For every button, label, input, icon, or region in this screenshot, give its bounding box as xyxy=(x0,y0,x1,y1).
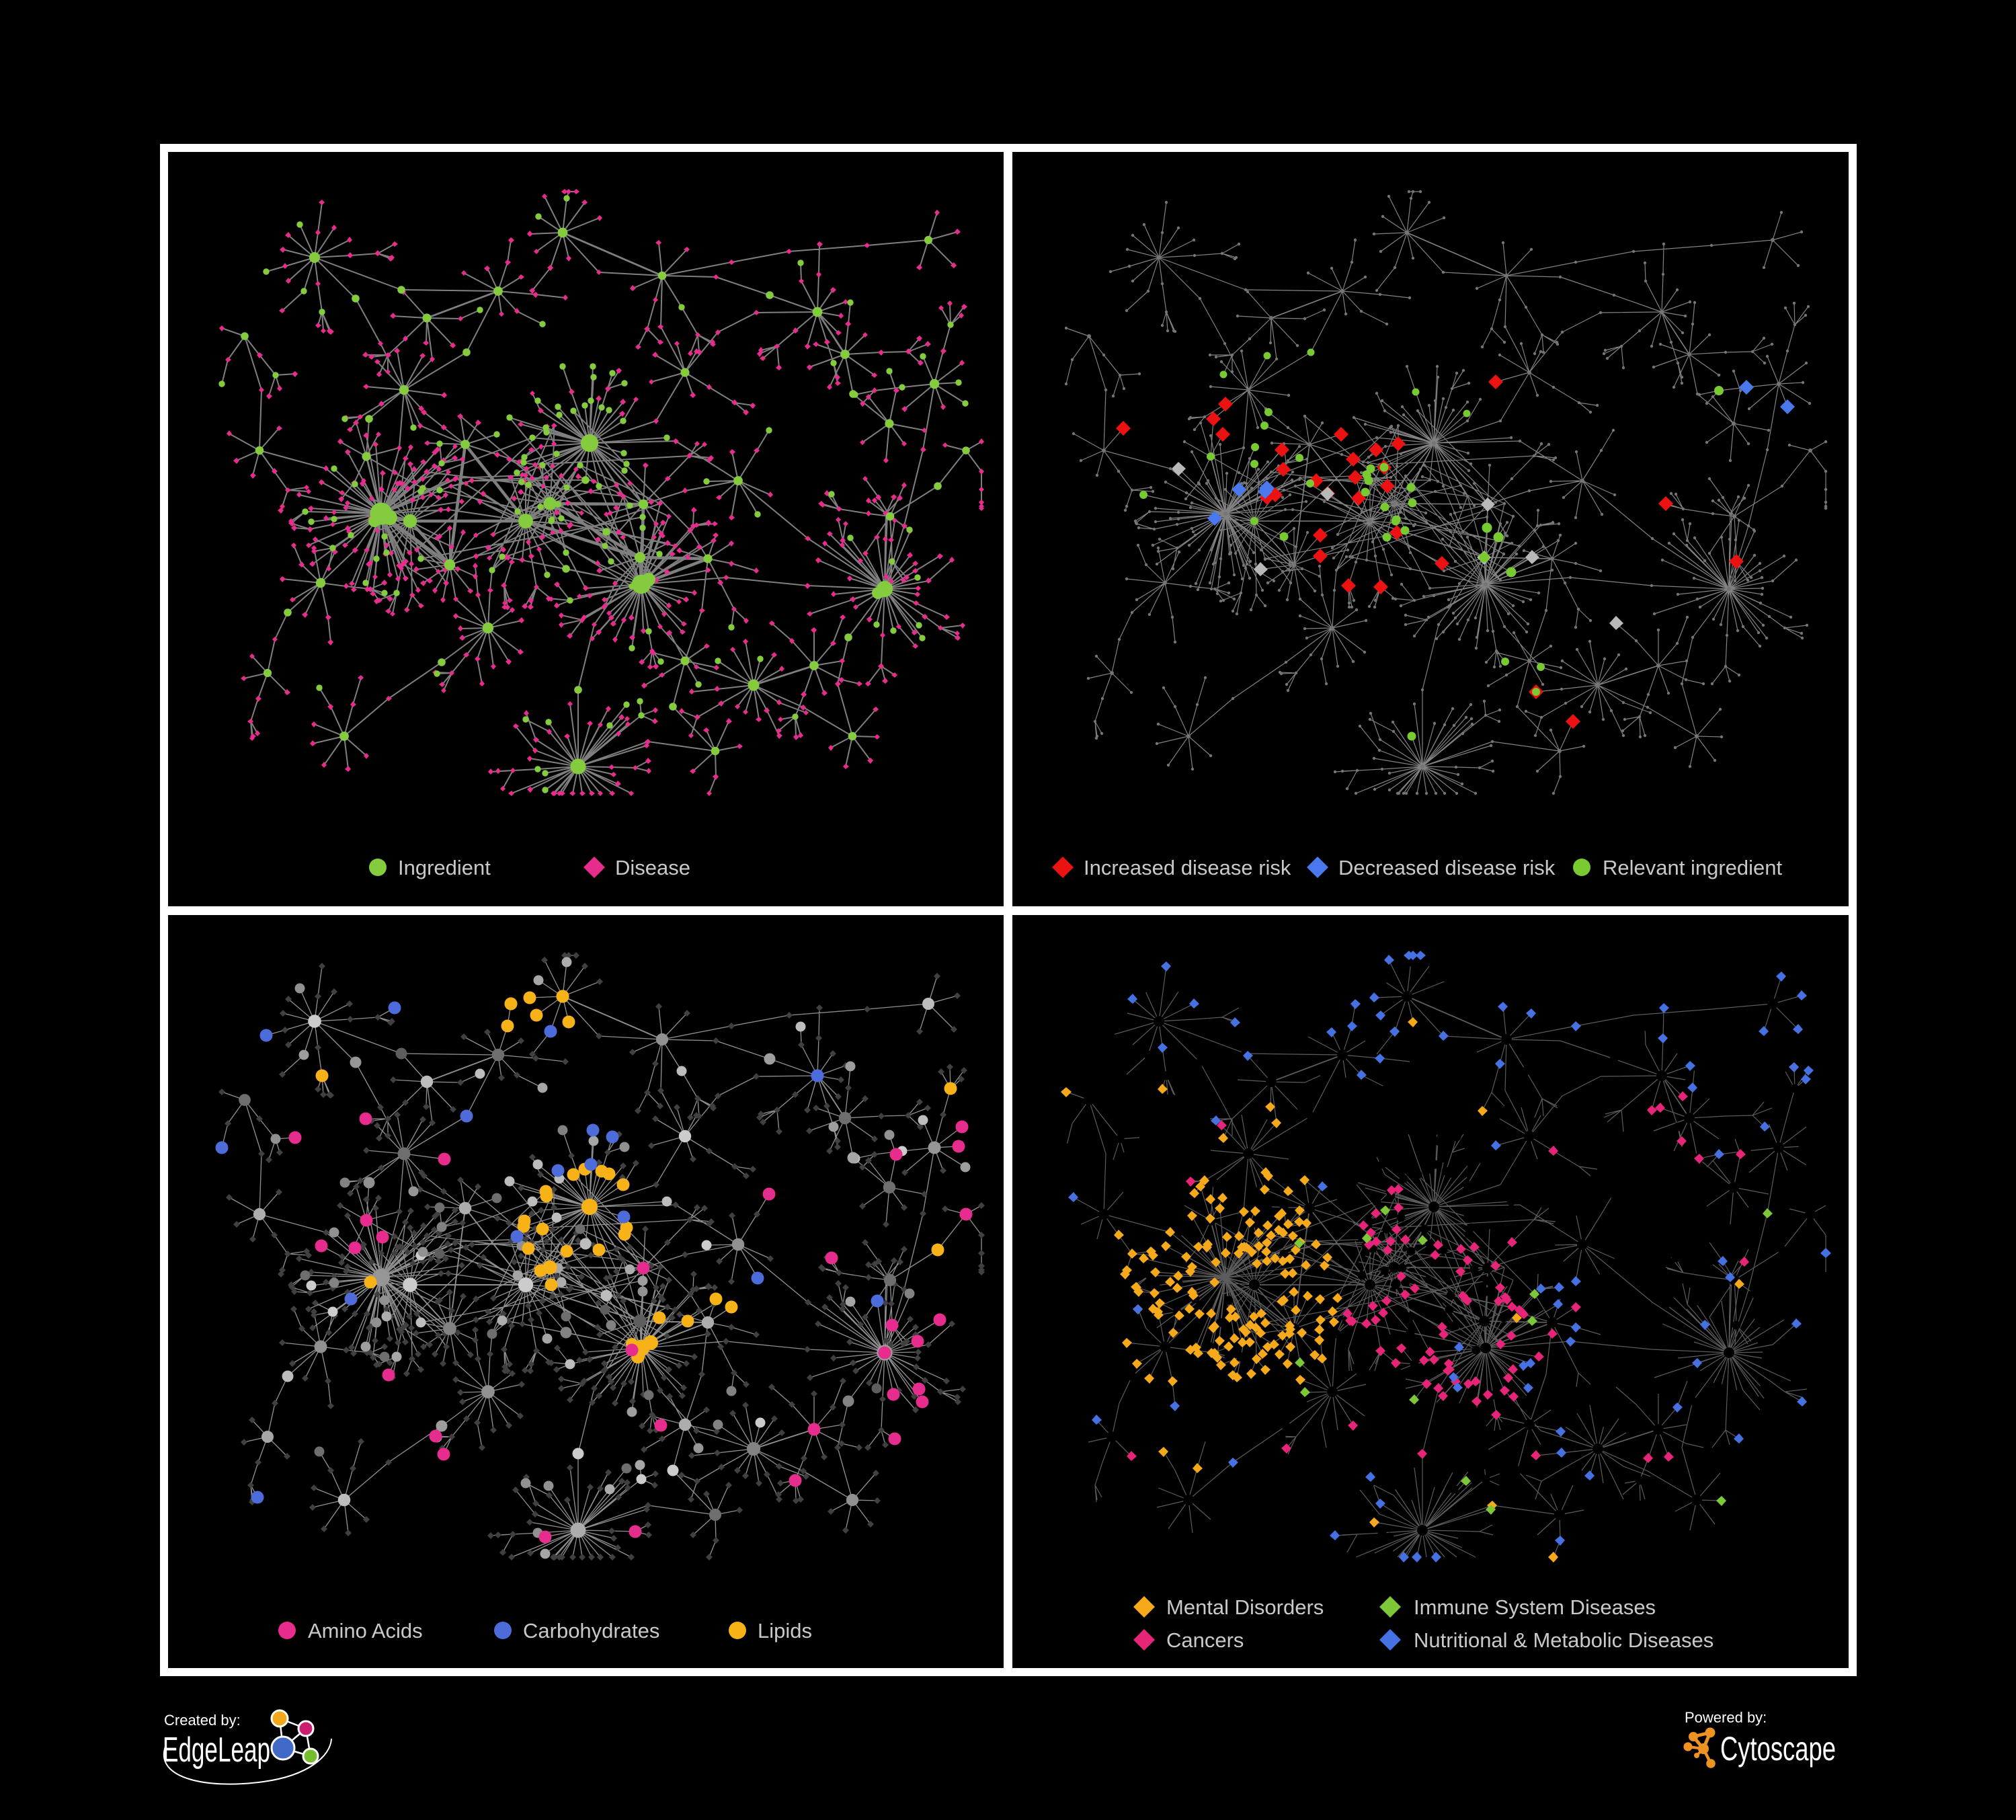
svg-text:Disease: Disease xyxy=(615,856,690,879)
svg-text:Created by:: Created by: xyxy=(164,1712,241,1729)
svg-text:Decreased disease risk: Decreased disease risk xyxy=(1338,856,1556,879)
svg-text:Nutritional & Metabolic Diseas: Nutritional & Metabolic Diseases xyxy=(1414,1628,1713,1652)
svg-text:Mental Disorders: Mental Disorders xyxy=(1166,1595,1324,1619)
svg-text:Amino Acids: Amino Acids xyxy=(308,1619,423,1643)
svg-text:Immune System Diseases: Immune System Diseases xyxy=(1414,1595,1656,1619)
svg-text:EdgeLeap: EdgeLeap xyxy=(163,1731,270,1770)
svg-text:Ingredient: Ingredient xyxy=(398,856,491,879)
svg-text:Powered by:: Powered by: xyxy=(1685,1709,1767,1726)
svg-text:Cancers: Cancers xyxy=(1166,1628,1244,1652)
svg-text:Increased disease risk: Increased disease risk xyxy=(1084,856,1291,879)
svg-text:Lipids: Lipids xyxy=(758,1619,812,1643)
svg-text:Cytoscape: Cytoscape xyxy=(1720,1730,1836,1768)
svg-text:Carbohydrates: Carbohydrates xyxy=(523,1619,659,1643)
svg-text:Relevant ingredient: Relevant ingredient xyxy=(1603,856,1783,879)
